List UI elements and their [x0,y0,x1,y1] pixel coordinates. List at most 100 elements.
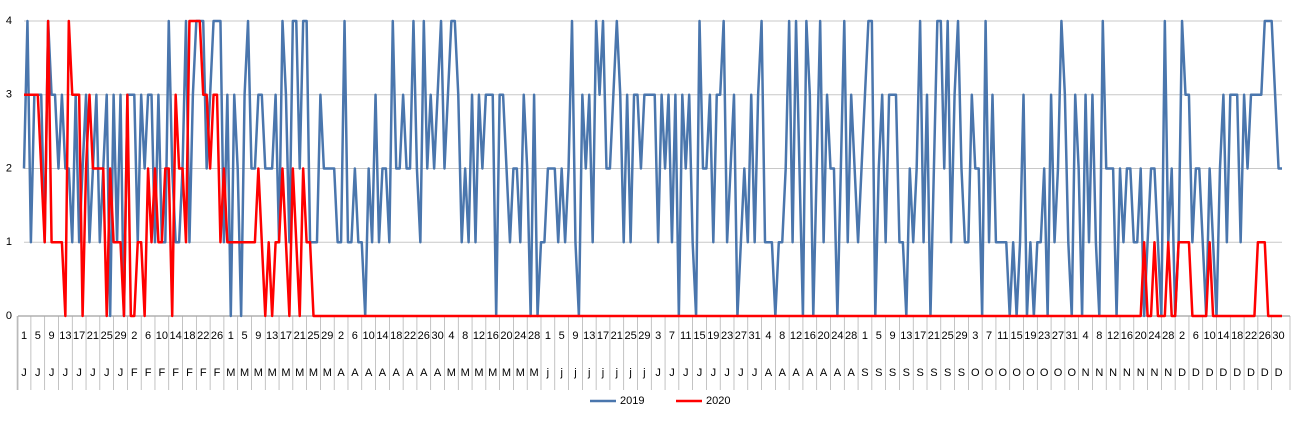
x-group-label: F [186,367,193,379]
x-group-label: J [683,367,689,379]
x-group-label: A [351,367,359,379]
x-group-label: M [447,367,456,379]
x-tick-label: 21 [294,330,306,342]
x-tick-label: 8 [462,330,468,342]
x-tick-label: 25 [624,330,636,342]
x-group-label: M [488,367,497,379]
x-group-label: A [393,367,401,379]
x-tick-label: 4 [1082,330,1088,342]
x-group-label: D [1219,367,1227,379]
x-group-label: J [738,367,744,379]
x-tick-label: 5 [242,330,248,342]
x-tick-label: 29 [955,330,967,342]
x-group-label: j [587,367,590,379]
x-tick-label: 2 [338,330,344,342]
x-tick-label: 25 [101,330,113,342]
x-tick-label: 21 [928,330,940,342]
x-tick-label: 9 [572,330,578,342]
x-group-label: M [226,367,235,379]
x-group-label: M [323,367,332,379]
x-tick-label: 13 [59,330,71,342]
x-group-label: J [49,367,55,379]
x-group-label: j [573,367,576,379]
x-group-label: S [903,367,910,379]
x-group-label: S [875,367,882,379]
x-tick-label: 6 [352,330,358,342]
x-tick-label: 28 [528,330,540,342]
x-group-label: A [848,367,856,379]
x-tick-label: 13 [583,330,595,342]
x-tick-label: 12 [1107,330,1119,342]
x-tick-label: 9 [889,330,895,342]
x-tick-label: 27 [735,330,747,342]
y-tick-label: 3 [6,89,12,101]
x-tick-label: 14 [376,330,388,342]
x-tick-label: 18 [390,330,402,342]
x-tick-label: 10 [156,330,168,342]
x-group-label: O [985,367,994,379]
x-group-label: J [21,367,27,379]
x-tick-label: 2 [1179,330,1185,342]
x-tick-label: 25 [307,330,319,342]
x-group-label: j [642,367,645,379]
legend-label: 2019 [620,395,644,407]
x-tick-label: 2 [131,330,137,342]
x-group-label: F [131,367,138,379]
x-group-label: S [916,367,923,379]
x-group-label: J [697,367,703,379]
x-tick-label: 16 [804,330,816,342]
x-group-label: J [90,367,96,379]
y-tick-label: 4 [6,15,12,27]
x-group-label: O [1054,367,1063,379]
x-group-label: A [434,367,442,379]
x-group-label: O [971,367,980,379]
x-group-label: A [379,367,387,379]
x-group-label: D [1261,367,1269,379]
x-tick-label: 13 [266,330,278,342]
x-tick-label: 5 [35,330,41,342]
x-tick-label: 29 [321,330,333,342]
x-group-label: M [281,367,290,379]
x-tick-label: 30 [1272,330,1284,342]
x-group-label: N [1123,367,1131,379]
x-tick-label: 28 [1162,330,1174,342]
x-tick-label: 23 [721,330,733,342]
x-tick-label: 1 [228,330,234,342]
x-group-label: O [1067,367,1076,379]
x-group-label: A [792,367,800,379]
x-tick-label: 31 [749,330,761,342]
x-tick-label: 12 [790,330,802,342]
x-group-label: D [1247,367,1255,379]
x-group-label: J [104,367,110,379]
x-group-label: j [601,367,604,379]
x-group-label: S [944,367,951,379]
x-tick-label: 22 [1245,330,1257,342]
x-tick-label: 23 [1038,330,1050,342]
x-group-label: A [420,367,428,379]
x-group-label: F [158,367,165,379]
x-tick-label: 9 [49,330,55,342]
x-group-label: j [546,367,549,379]
x-tick-label: 19 [707,330,719,342]
x-group-label: j [559,367,562,379]
x-group-label: S [889,367,896,379]
x-tick-label: 24 [1148,330,1160,342]
x-tick-label: 18 [1231,330,1243,342]
x-tick-label: 17 [914,330,926,342]
x-tick-label: 28 [845,330,857,342]
x-group-label: N [1082,367,1090,379]
x-tick-label: 3 [972,330,978,342]
x-group-label: F [214,367,221,379]
x-tick-label: 30 [431,330,443,342]
x-tick-label: 20 [1135,330,1147,342]
x-tick-label: 21 [87,330,99,342]
x-group-label: J [655,367,661,379]
x-tick-label: 6 [145,330,151,342]
x-tick-label: 26 [418,330,430,342]
x-tick-label: 7 [669,330,675,342]
x-group-label: M [309,367,318,379]
x-group-label: D [1206,367,1214,379]
y-tick-label: 1 [6,236,12,248]
x-tick-label: 17 [597,330,609,342]
x-tick-label: 3 [655,330,661,342]
